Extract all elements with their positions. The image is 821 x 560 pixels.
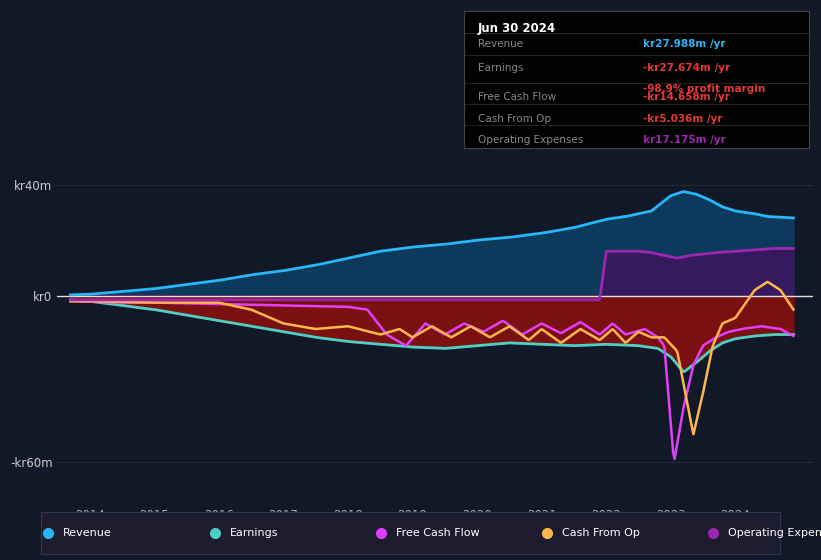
Text: Earnings: Earnings [478,63,523,73]
Text: Revenue: Revenue [478,39,523,49]
Text: Operating Expenses: Operating Expenses [728,529,821,538]
Text: kr27.988m /yr: kr27.988m /yr [643,39,726,49]
Text: -kr14.658m /yr: -kr14.658m /yr [643,92,730,102]
Text: Earnings: Earnings [229,529,278,538]
Text: kr17.175m /yr: kr17.175m /yr [643,135,726,144]
Text: Free Cash Flow: Free Cash Flow [396,529,479,538]
Text: Free Cash Flow: Free Cash Flow [478,92,556,102]
Text: Jun 30 2024: Jun 30 2024 [478,22,556,35]
Text: Cash From Op: Cash From Op [562,529,640,538]
Text: -kr5.036m /yr: -kr5.036m /yr [643,114,722,124]
Text: -kr27.674m /yr: -kr27.674m /yr [643,63,731,73]
Text: Operating Expenses: Operating Expenses [478,135,583,144]
Text: Revenue: Revenue [63,529,112,538]
Text: -98.9% profit margin: -98.9% profit margin [643,84,765,94]
Text: Cash From Op: Cash From Op [478,114,551,124]
